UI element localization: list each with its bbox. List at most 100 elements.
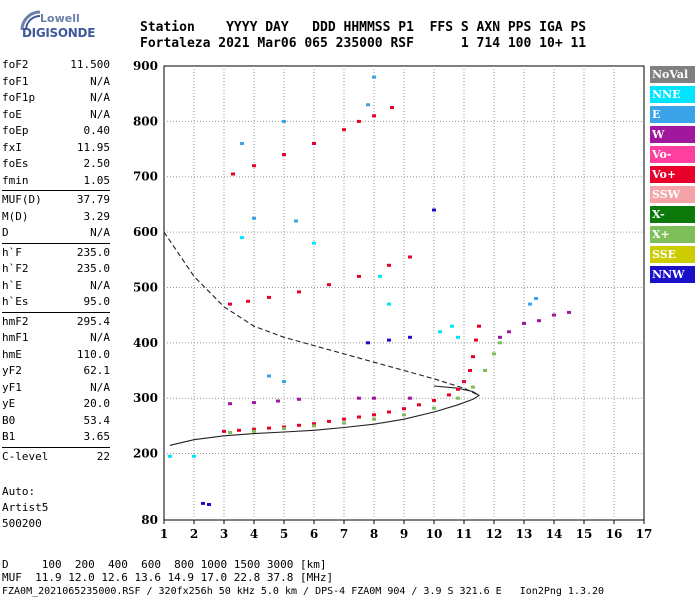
param-name: MUF(D) xyxy=(2,193,42,206)
param-row: M(D) 3.29 xyxy=(2,209,110,226)
parameter-panel: foF2 11.500 foF1 N/A foF1p N/A foE N/A foEp 0.40 f… xyxy=(2,57,110,465)
footer-muf: MUF 11.9 12.0 12.6 13.6 14.9 17.0 22.8 3… xyxy=(2,571,334,584)
param-name: D xyxy=(2,226,9,239)
legend-item-x: X+ xyxy=(650,226,695,243)
x-tick-label: 14 xyxy=(546,527,563,541)
point-x xyxy=(342,421,346,425)
param-name: C-level xyxy=(2,449,49,463)
param-row: foE N/A xyxy=(2,107,110,124)
param-name: foF1p xyxy=(2,91,36,104)
param-value: N/A xyxy=(90,107,110,121)
point-e xyxy=(252,216,256,220)
point-vo xyxy=(408,255,412,259)
param-value: N/A xyxy=(90,74,110,88)
footer-distance: D 100 200 400 600 800 1000 1500 3000 [km… xyxy=(2,558,327,571)
param-name: hmF2 xyxy=(2,314,29,328)
y-tick-label: 900 xyxy=(133,59,158,73)
y-tick-label: 700 xyxy=(133,170,158,184)
legend-item-sse: SSE xyxy=(650,246,695,263)
y-tick-label: 400 xyxy=(133,336,158,350)
param-row: C-level 22 xyxy=(2,449,110,466)
param-separator xyxy=(2,190,110,191)
point-e xyxy=(282,380,286,384)
point-e xyxy=(267,374,271,378)
point-vo xyxy=(372,413,376,417)
point-nnw xyxy=(408,335,412,339)
param-row: yF1 N/A xyxy=(2,380,110,397)
point-nne xyxy=(312,241,316,245)
point-x xyxy=(456,396,460,400)
point-vo xyxy=(297,423,301,427)
y-tick-label: 500 xyxy=(133,280,158,294)
x-tick-label: 17 xyxy=(636,527,653,541)
legend-item-noval: NoVal xyxy=(650,66,695,83)
param-value: 295.4 xyxy=(76,314,110,328)
point-x xyxy=(432,406,436,410)
point-vo xyxy=(252,164,256,168)
point-w xyxy=(507,330,511,334)
y-tick-label: 600 xyxy=(133,225,158,239)
point-x xyxy=(498,341,502,345)
point-vo xyxy=(342,128,346,132)
param-name: h`Es xyxy=(2,295,29,308)
param-value: 0.40 xyxy=(83,124,111,137)
legend-item-x: X- xyxy=(650,206,695,223)
point-nne xyxy=(378,274,382,278)
point-w xyxy=(228,402,232,406)
auto-artist: Artist5 xyxy=(2,501,49,514)
point-nne xyxy=(456,335,460,339)
point-vo xyxy=(327,419,331,423)
param-row: yF2 62.1 xyxy=(2,363,110,380)
plot-frame xyxy=(163,65,645,521)
param-name: B1 xyxy=(2,430,16,443)
x-tick-label: 8 xyxy=(370,527,378,541)
param-name: h`E xyxy=(2,278,22,292)
param-row: foF1p N/A xyxy=(2,90,110,107)
x-tick-label: 3 xyxy=(220,527,228,541)
param-row: MUF(D) 37.79 xyxy=(2,192,110,209)
point-nne xyxy=(450,324,454,328)
param-value: 62.1 xyxy=(83,364,111,377)
point-vo xyxy=(312,142,316,145)
point-x xyxy=(471,385,475,389)
point-vo xyxy=(327,283,331,287)
point-nne xyxy=(438,330,442,334)
param-name: fxI xyxy=(2,140,22,154)
legend: NoVal NNE E W Vo- Vo+ SSW X- X+ SSE NNW xyxy=(650,66,695,286)
point-w xyxy=(297,397,301,401)
point-x xyxy=(228,431,232,434)
point-e xyxy=(240,142,244,145)
param-value: N/A xyxy=(90,380,110,394)
legend-item-e: E xyxy=(650,106,695,123)
param-name: foF1 xyxy=(2,74,29,88)
param-row: h`F 235.0 xyxy=(2,245,110,262)
point-vo xyxy=(282,425,286,429)
point-nne xyxy=(387,302,391,306)
param-row: hmE 110.0 xyxy=(2,347,110,364)
legend-item-nne: NNE xyxy=(650,86,695,103)
x-tick-label: 4 xyxy=(250,527,258,541)
point-vo xyxy=(417,403,421,407)
x-tick-label: 6 xyxy=(310,527,318,541)
curve-dashed xyxy=(163,231,480,396)
header-labels: Station YYYY DAY DDD HHMMSS P1 FFS S AXN… xyxy=(140,20,587,35)
point-e xyxy=(528,302,532,306)
point-vo xyxy=(237,428,241,432)
param-value: 11.95 xyxy=(76,140,110,154)
param-name: h`F xyxy=(2,245,22,259)
param-value: N/A xyxy=(90,278,110,292)
param-row: hmF2 295.4 xyxy=(2,314,110,331)
x-tick-label: 16 xyxy=(606,527,623,541)
x-tick-label: 5 xyxy=(280,527,288,541)
point-w xyxy=(552,313,556,317)
point-vo xyxy=(267,426,271,430)
point-nnw xyxy=(201,501,205,505)
point-w xyxy=(567,310,571,314)
point-w xyxy=(498,335,502,339)
point-nne xyxy=(192,454,196,458)
point-nnw xyxy=(366,341,370,345)
point-x xyxy=(282,427,286,431)
param-name: hmF1 xyxy=(2,331,29,344)
point-vo xyxy=(447,393,451,397)
point-e xyxy=(534,297,538,300)
